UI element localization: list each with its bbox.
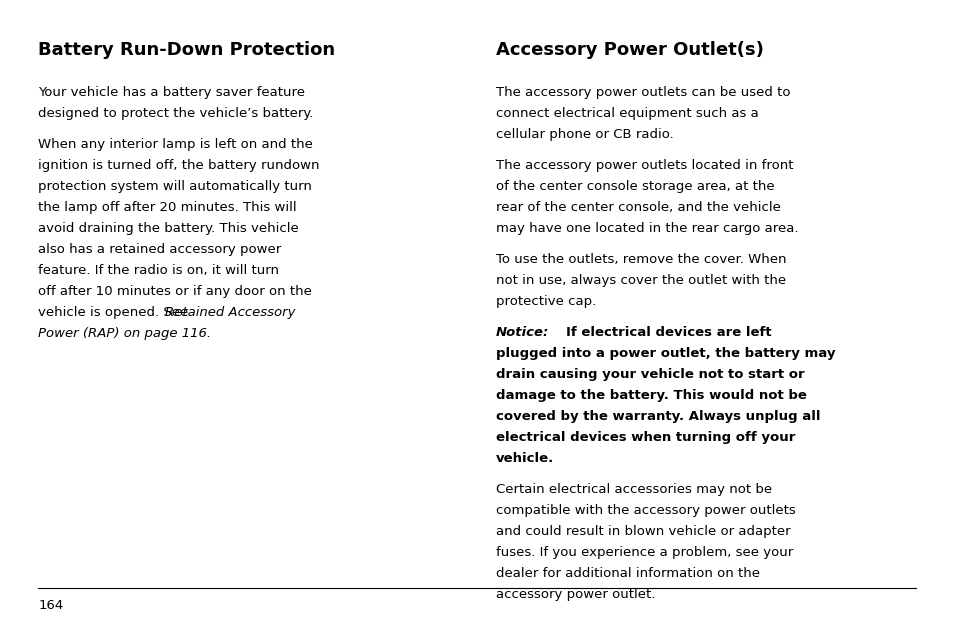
Text: covered by the warranty. Always unplug all: covered by the warranty. Always unplug a… xyxy=(496,410,820,423)
Text: feature. If the radio is on, it will turn: feature. If the radio is on, it will tur… xyxy=(38,264,279,277)
Text: 164: 164 xyxy=(38,599,63,612)
Text: accessory power outlet.: accessory power outlet. xyxy=(496,588,655,601)
Text: drain causing your vehicle not to start or: drain causing your vehicle not to start … xyxy=(496,368,804,381)
Text: also has a retained accessory power: also has a retained accessory power xyxy=(38,243,281,256)
Text: ignition is turned off, the battery rundown: ignition is turned off, the battery rund… xyxy=(38,159,319,172)
Text: Power (RAP) on page 116.: Power (RAP) on page 116. xyxy=(38,327,211,340)
Text: avoid draining the battery. This vehicle: avoid draining the battery. This vehicle xyxy=(38,222,298,235)
Text: protective cap.: protective cap. xyxy=(496,295,596,308)
Text: Battery Run-Down Protection: Battery Run-Down Protection xyxy=(38,41,335,59)
Text: damage to the battery. This would not be: damage to the battery. This would not be xyxy=(496,389,806,402)
Text: and could result in blown vehicle or adapter: and could result in blown vehicle or ada… xyxy=(496,525,790,538)
Text: may have one located in the rear cargo area.: may have one located in the rear cargo a… xyxy=(496,222,798,235)
Text: not in use, always cover the outlet with the: not in use, always cover the outlet with… xyxy=(496,274,785,287)
Text: To use the outlets, remove the cover. When: To use the outlets, remove the cover. Wh… xyxy=(496,253,786,266)
Text: plugged into a power outlet, the battery may: plugged into a power outlet, the battery… xyxy=(496,347,835,360)
Text: compatible with the accessory power outlets: compatible with the accessory power outl… xyxy=(496,504,795,517)
Text: fuses. If you experience a problem, see your: fuses. If you experience a problem, see … xyxy=(496,546,793,559)
Text: Your vehicle has a battery saver feature: Your vehicle has a battery saver feature xyxy=(38,86,305,99)
Text: vehicle is opened. See: vehicle is opened. See xyxy=(38,306,188,319)
Text: Retained Accessory: Retained Accessory xyxy=(165,306,294,319)
Text: the lamp off after 20 minutes. This will: the lamp off after 20 minutes. This will xyxy=(38,201,296,214)
Text: Accessory Power Outlet(s): Accessory Power Outlet(s) xyxy=(496,41,763,59)
Text: rear of the center console, and the vehicle: rear of the center console, and the vehi… xyxy=(496,201,781,214)
Text: Certain electrical accessories may not be: Certain electrical accessories may not b… xyxy=(496,483,771,496)
Text: electrical devices when turning off your: electrical devices when turning off your xyxy=(496,431,795,444)
Text: designed to protect the vehicle’s battery.: designed to protect the vehicle’s batter… xyxy=(38,107,314,120)
Text: of the center console storage area, at the: of the center console storage area, at t… xyxy=(496,180,774,193)
Text: vehicle.: vehicle. xyxy=(496,452,554,465)
Text: The accessory power outlets located in front: The accessory power outlets located in f… xyxy=(496,159,793,172)
Text: When any interior lamp is left on and the: When any interior lamp is left on and th… xyxy=(38,138,313,151)
Text: off after 10 minutes or if any door on the: off after 10 minutes or if any door on t… xyxy=(38,285,312,298)
Text: connect electrical equipment such as a: connect electrical equipment such as a xyxy=(496,107,758,120)
Text: The accessory power outlets can be used to: The accessory power outlets can be used … xyxy=(496,86,790,99)
Text: If electrical devices are left: If electrical devices are left xyxy=(565,326,771,339)
Text: dealer for additional information on the: dealer for additional information on the xyxy=(496,567,760,580)
Text: protection system will automatically turn: protection system will automatically tur… xyxy=(38,180,312,193)
Text: cellular phone or CB radio.: cellular phone or CB radio. xyxy=(496,128,673,141)
Text: Notice:: Notice: xyxy=(496,326,549,339)
